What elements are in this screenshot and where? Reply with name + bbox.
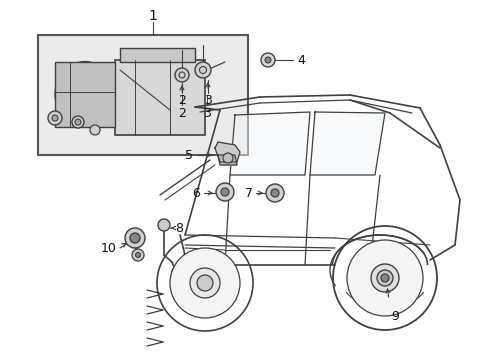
FancyBboxPatch shape [38, 35, 247, 155]
Text: 7: 7 [244, 186, 252, 199]
Circle shape [370, 264, 398, 292]
Circle shape [195, 62, 210, 78]
Circle shape [265, 184, 284, 202]
Circle shape [380, 274, 388, 282]
Text: 8: 8 [175, 221, 183, 234]
Circle shape [376, 270, 392, 286]
Text: 3: 3 [203, 94, 211, 107]
Circle shape [170, 248, 240, 318]
Bar [115, 60, 204, 135]
Circle shape [125, 228, 145, 248]
Circle shape [52, 115, 58, 121]
Circle shape [216, 183, 234, 201]
Circle shape [135, 252, 140, 257]
Bar [55, 62, 115, 127]
Text: 2: 2 [178, 107, 185, 120]
Polygon shape [309, 112, 384, 175]
Text: 5: 5 [184, 149, 193, 162]
Text: 6: 6 [192, 186, 200, 199]
Text: 4: 4 [296, 54, 304, 67]
Circle shape [197, 275, 213, 291]
Text: 9: 9 [390, 310, 398, 323]
Circle shape [75, 119, 81, 125]
Circle shape [223, 153, 232, 163]
Circle shape [130, 233, 140, 243]
Circle shape [48, 111, 62, 125]
Circle shape [90, 125, 100, 135]
Circle shape [270, 189, 279, 197]
Polygon shape [218, 155, 237, 165]
Text: 2: 2 [178, 94, 185, 107]
Bar [120, 48, 195, 62]
Text: 10: 10 [101, 242, 117, 255]
Text: 1: 1 [148, 9, 157, 23]
Circle shape [72, 116, 84, 128]
Circle shape [190, 268, 220, 298]
Polygon shape [229, 112, 309, 175]
Circle shape [175, 68, 189, 82]
Circle shape [158, 219, 170, 231]
Circle shape [132, 249, 143, 261]
Circle shape [261, 53, 274, 67]
Circle shape [346, 240, 422, 316]
Polygon shape [215, 142, 240, 162]
Text: 3: 3 [203, 107, 210, 120]
Circle shape [264, 57, 270, 63]
Circle shape [221, 188, 228, 196]
